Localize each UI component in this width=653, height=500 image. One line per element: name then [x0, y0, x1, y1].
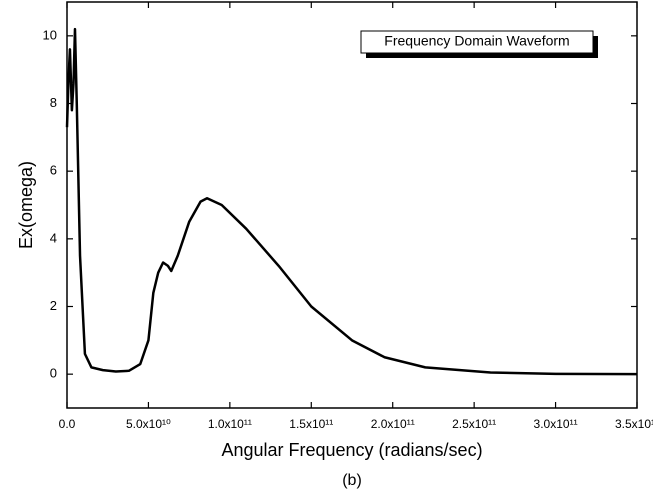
x-tick-label: 3.0x10¹¹	[534, 417, 578, 431]
y-tick-label: 6	[50, 163, 57, 178]
y-tick-label: 4	[50, 230, 57, 245]
x-axis-label: Angular Frequency (radians/sec)	[221, 440, 482, 460]
legend-box	[360, 30, 594, 54]
x-tick-label: 2.0x10¹¹	[371, 417, 415, 431]
y-axis-label: Ex(omega)	[16, 161, 36, 249]
plot-frame	[66, 1, 638, 409]
y-tick-label: 8	[50, 95, 57, 110]
x-tick-label: 2.5x10¹¹	[452, 417, 496, 431]
line-series	[65, 27, 638, 376]
legend-title: Frequency Domain Waveform	[384, 33, 569, 49]
x-tick-label: 5.0x10¹⁰	[126, 417, 171, 431]
x-tick-label: 1.0x10¹¹	[208, 417, 252, 431]
caption: (b)	[342, 472, 362, 489]
y-tick-label: 10	[43, 27, 57, 42]
y-tick-label: 0	[50, 366, 57, 381]
x-tick-label: 0.0	[59, 417, 76, 431]
x-tick-label: 3.5x10¹¹	[615, 417, 653, 431]
x-tick-label: 1.5x10¹¹	[289, 417, 333, 431]
y-tick-label: 2	[50, 298, 57, 313]
